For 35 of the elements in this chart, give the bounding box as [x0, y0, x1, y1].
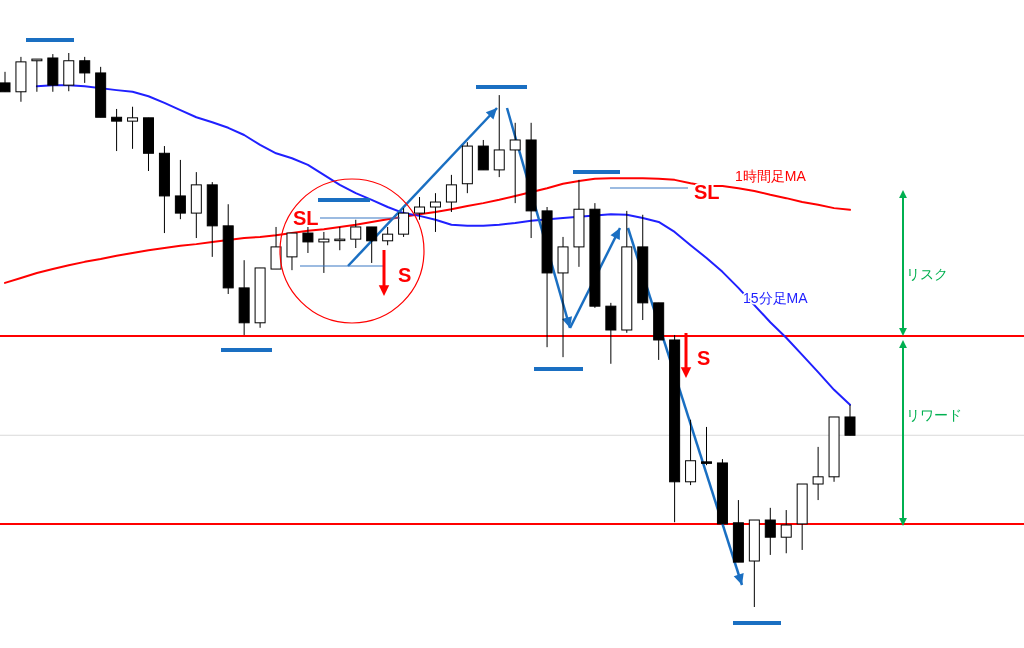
candlestick	[0, 71, 11, 93]
annotation: S	[697, 347, 711, 369]
candlestick	[445, 174, 457, 213]
candlestick	[398, 207, 410, 238]
annotation: SL	[293, 207, 319, 229]
candlestick	[302, 226, 314, 254]
candlestick	[318, 231, 330, 274]
candlestick	[174, 159, 186, 220]
candlestick	[366, 226, 378, 264]
candlestick	[127, 106, 139, 150]
candlestick	[685, 419, 697, 486]
candlestick	[509, 122, 521, 204]
candlestick	[429, 192, 441, 233]
candlestick	[334, 226, 346, 251]
candlestick	[701, 426, 713, 466]
series-label: 1時間足MA	[735, 168, 807, 184]
candlestick	[111, 108, 123, 152]
candlestick	[493, 94, 505, 178]
candlestick	[764, 507, 776, 556]
annotation: S	[398, 264, 412, 286]
candlestick	[477, 139, 489, 171]
candlestick	[350, 219, 362, 249]
candlestick	[605, 302, 617, 365]
candlestick	[780, 509, 792, 554]
text: リスク	[906, 266, 948, 282]
annotation: SL	[694, 181, 720, 203]
candlestick	[382, 226, 394, 246]
candlestick	[414, 196, 426, 221]
candlestick	[31, 58, 43, 93]
candlestick	[812, 446, 824, 501]
candlestick	[844, 404, 856, 436]
candlestick	[270, 226, 282, 270]
text: リワード	[906, 407, 962, 423]
candlestick	[286, 232, 298, 271]
candlestick	[79, 56, 91, 84]
